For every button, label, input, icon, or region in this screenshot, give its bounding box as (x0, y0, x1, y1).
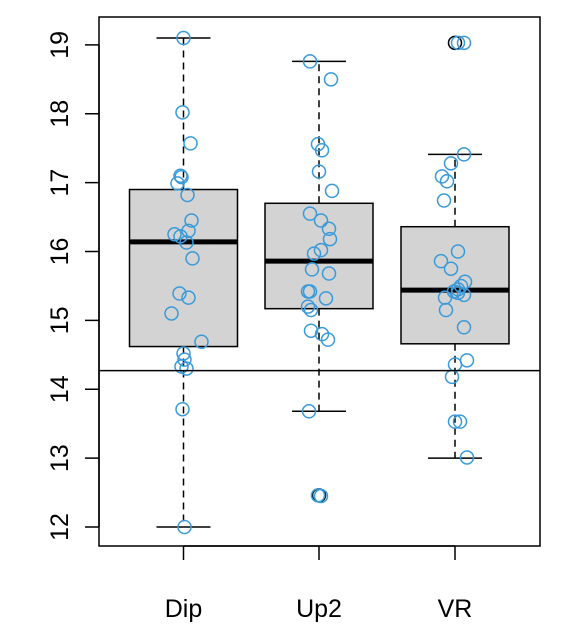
data-point-up2 (313, 488, 329, 504)
box-iqr (128, 188, 239, 348)
data-point-vr (439, 174, 455, 189)
boxes (128, 35, 510, 528)
data-point-dip (179, 361, 194, 376)
data-point-up2 (302, 284, 318, 299)
x-axis: Dip Up2 VR (165, 545, 473, 623)
data-point-vr (444, 369, 460, 385)
x-tick-label-up2: Up2 (296, 595, 342, 623)
data-point-vr (452, 414, 468, 429)
data-point-vr (450, 285, 466, 301)
data-point-vr (443, 261, 459, 276)
data-point-up2 (302, 206, 318, 221)
data-point-up2 (320, 332, 336, 347)
data-point-vr (456, 320, 472, 335)
data-point-up2 (304, 262, 320, 277)
data-point-up2 (323, 72, 339, 87)
data-point-up2 (302, 54, 318, 69)
data-point-up2 (321, 266, 337, 281)
data-point-dip (173, 168, 188, 183)
data-point-up2 (306, 246, 322, 261)
jitter-points (164, 30, 475, 535)
data-point-dip (184, 213, 199, 228)
plot-frame (98, 16, 541, 547)
data-point-dip (176, 30, 191, 46)
data-point-dip (181, 223, 196, 239)
y-tick-label: 14 (46, 375, 74, 403)
data-point-vr (459, 353, 475, 368)
data-point-vr (443, 156, 459, 171)
data-point-dip (177, 519, 192, 535)
data-point-up2 (314, 143, 330, 158)
y-axis: 12 13 14 15 16 17 18 19 (46, 31, 100, 541)
data-point-dip (179, 235, 194, 250)
data-point-up2 (301, 404, 317, 419)
data-point-dip (175, 105, 190, 120)
data-point-up2 (313, 213, 329, 228)
x-tick-label-dip: Dip (165, 595, 203, 623)
y-tick-label: 18 (46, 100, 74, 128)
data-point-dip (170, 176, 185, 191)
data-point-up2 (300, 299, 316, 314)
y-tick-label: 19 (46, 31, 74, 59)
data-point-dip (183, 136, 198, 151)
y-tick-label: 16 (46, 238, 74, 266)
data-point-up2 (318, 291, 334, 306)
x-tick-label-vr: VR (438, 595, 473, 623)
data-point-dip (181, 290, 196, 305)
y-tick-label: 12 (46, 513, 74, 541)
data-point-dip (177, 352, 192, 367)
data-point-vr (459, 450, 475, 465)
data-point-dip (172, 286, 187, 301)
box-up2 (264, 60, 374, 503)
box-vr (400, 35, 510, 459)
data-point-dip (180, 187, 195, 203)
data-point-up2 (322, 231, 338, 247)
y-tick-label: 13 (46, 444, 74, 472)
data-point-dip (167, 227, 182, 242)
data-point-up2 (303, 302, 319, 318)
data-point-vr (456, 35, 472, 51)
data-point-up2 (324, 183, 340, 199)
box-dip (128, 37, 239, 528)
data-point-vr (450, 35, 466, 51)
data-point-up2 (313, 242, 329, 258)
data-point-vr (456, 147, 472, 162)
data-point-vr (433, 253, 449, 269)
data-point-up2 (311, 164, 327, 179)
data-point-vr (434, 169, 450, 184)
data-point-dip (164, 306, 179, 321)
data-point-vr (447, 414, 463, 429)
data-point-vr (438, 302, 454, 318)
data-point-up2 (321, 221, 337, 237)
data-point-dip (175, 401, 190, 417)
data-point-dip (194, 334, 209, 349)
data-point-vr (456, 287, 472, 303)
data-point-dip (185, 251, 200, 266)
y-tick-label: 15 (46, 306, 74, 334)
y-tick-label: 17 (46, 169, 74, 197)
data-point-vr (450, 244, 466, 259)
data-point-up2 (303, 323, 319, 338)
data-point-vr (436, 193, 452, 208)
